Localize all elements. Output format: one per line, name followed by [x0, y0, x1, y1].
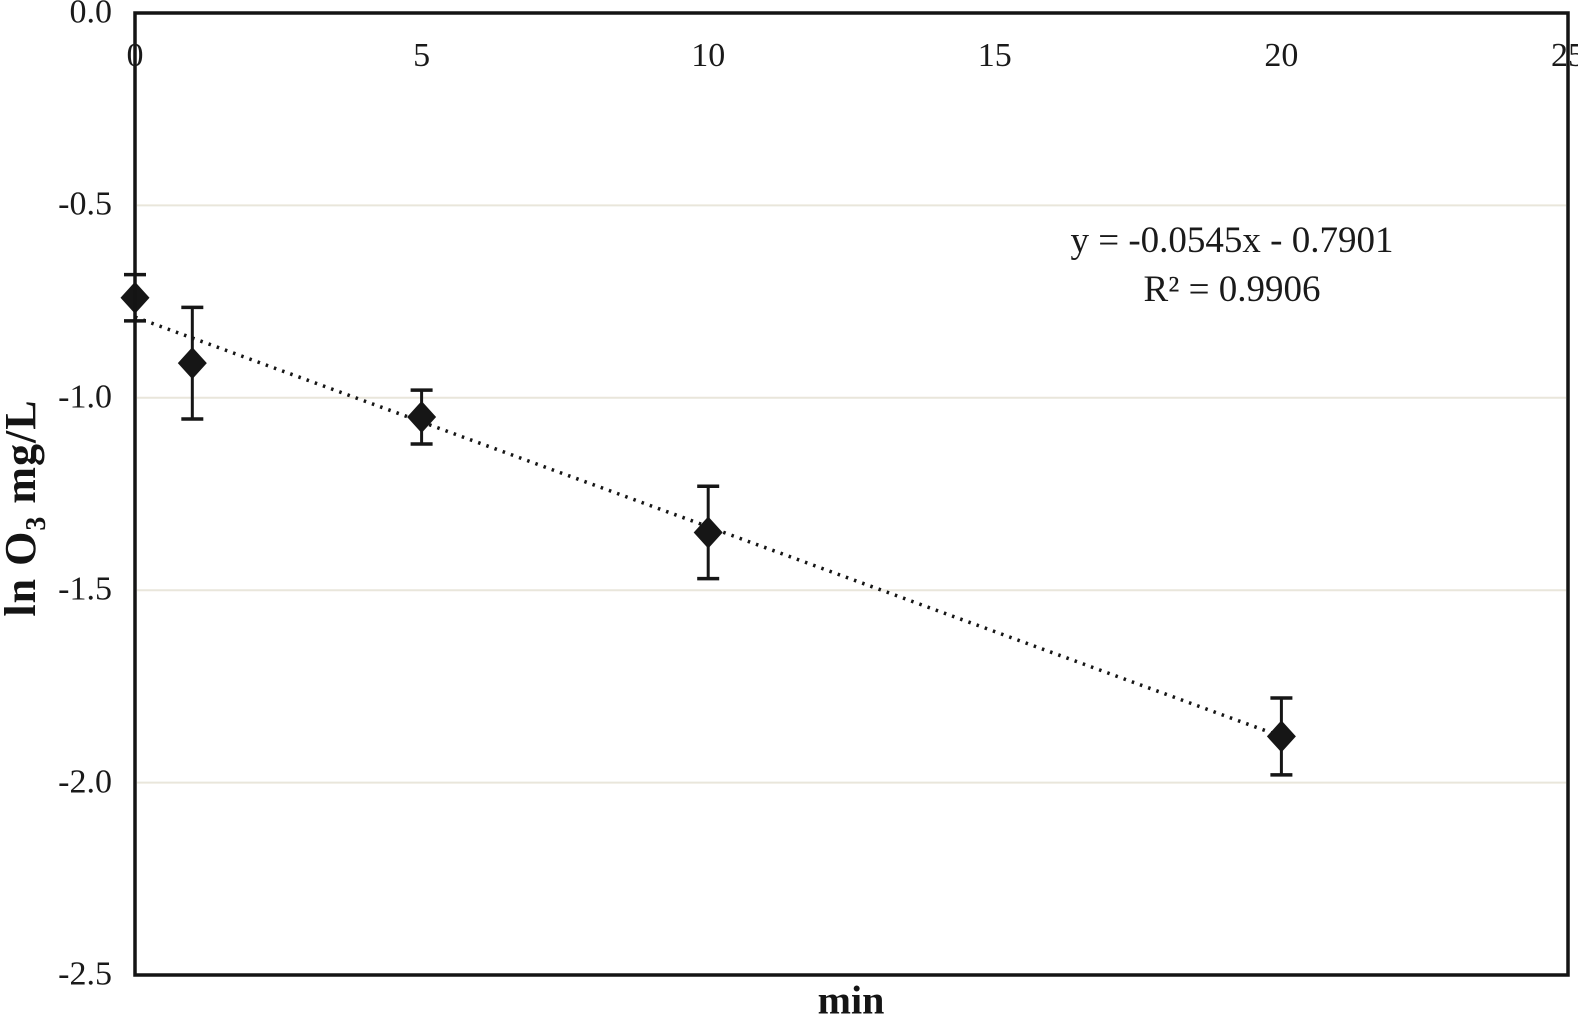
x-tick-label: 10 [691, 37, 726, 74]
y-axis-title-units: mg/L [0, 399, 46, 516]
y-tick-label: -2.5 [58, 955, 112, 993]
x-tick-label: 5 [413, 37, 431, 74]
y-tick-label: -1.0 [58, 378, 112, 416]
x-tick-label: 25 [1551, 37, 1578, 74]
y-tick-label: -2.0 [58, 762, 112, 800]
plot-border [133, 11, 1570, 977]
y-axis-title: ln O3 mg/L [0, 399, 53, 616]
x-axis-title: min [817, 977, 885, 1023]
x-tick-label: 0 [126, 37, 144, 74]
gridlines [137, 204, 1566, 784]
data-point-diamond [693, 516, 723, 549]
data-point-markers [120, 281, 1296, 753]
equation-line: y = -0.0545x - 0.7901 [1070, 220, 1394, 261]
y-tick-label: 0.0 [69, 0, 113, 31]
y-axis-title-text: ln O [0, 530, 46, 617]
x-tick-label: 20 [1264, 37, 1299, 74]
data-point-diamond [177, 347, 207, 380]
y-tick-label: -1.5 [58, 570, 112, 608]
data-point-diamond [1266, 720, 1296, 753]
r-squared-line: R² = 0.9906 [1143, 269, 1321, 310]
trendline-annotation: y = -0.0545x - 0.7901 R² = 0.9906 [1070, 216, 1393, 314]
y-tick-label: -0.5 [58, 185, 112, 223]
x-tick-label: 15 [977, 37, 1012, 74]
data-point-diamond [407, 401, 437, 434]
y-axis-title-subscript: 3 [20, 515, 52, 531]
